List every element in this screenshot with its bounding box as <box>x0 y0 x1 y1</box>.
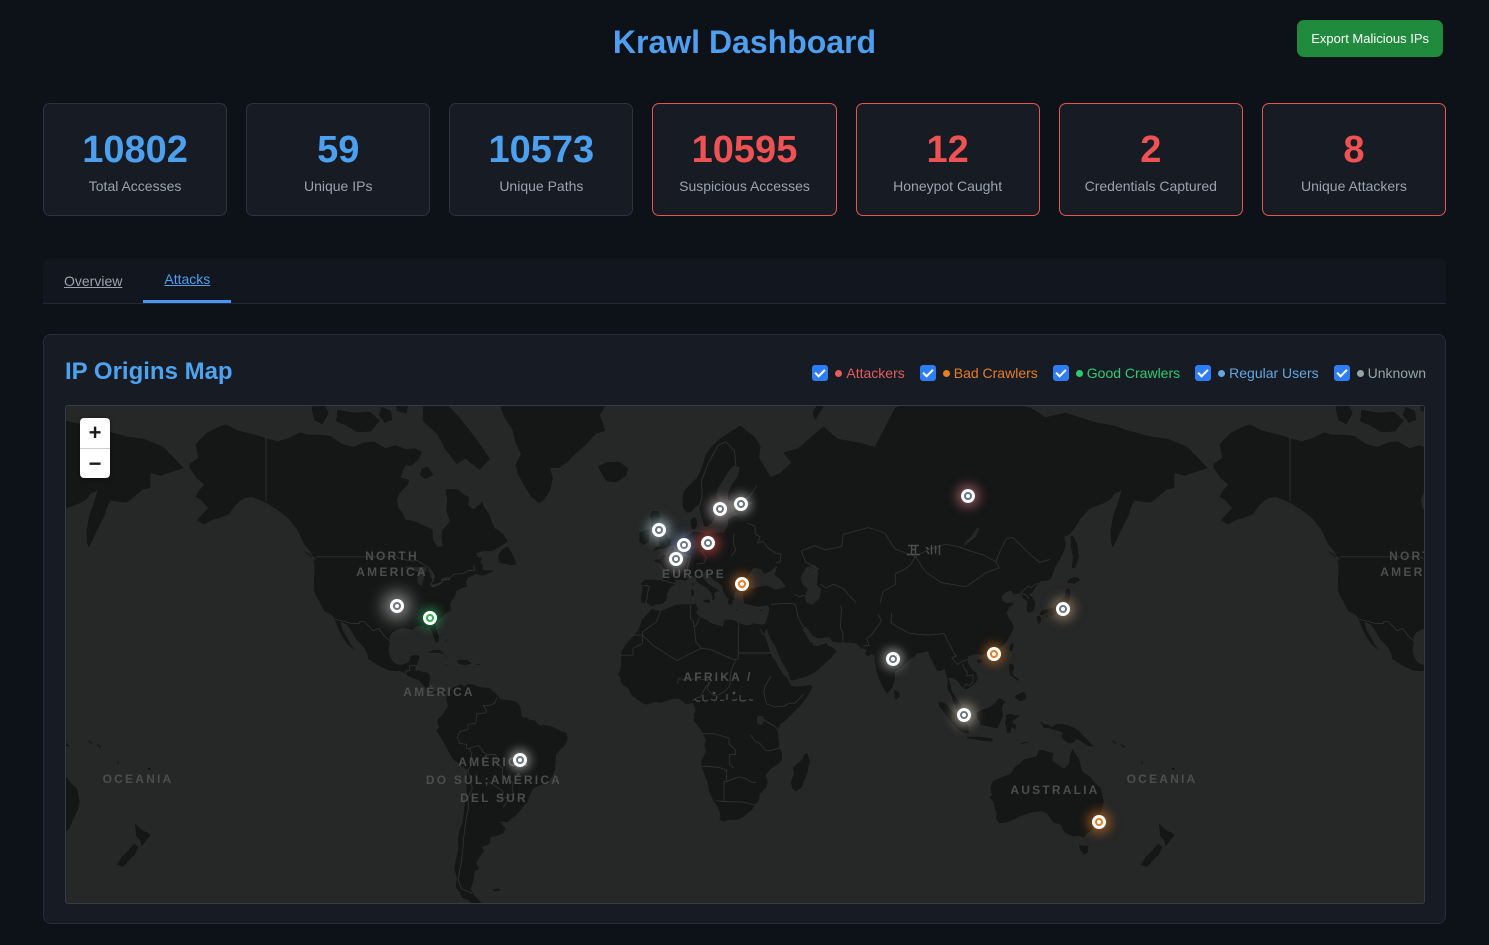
svg-text:AMÉRICA: AMÉRICA <box>403 684 474 699</box>
svg-text:OCEANIA: OCEANIA <box>1127 772 1198 786</box>
svg-text:NORTH: NORTH <box>365 549 419 563</box>
svg-text:AMERICA: AMERICA <box>356 565 427 579</box>
svg-text:AMÉRICA: AMÉRICA <box>458 754 529 769</box>
svg-text:OCEANIA: OCEANIA <box>103 772 174 786</box>
svg-text:DEL SUR: DEL SUR <box>460 791 528 805</box>
svg-text:AMERICA: AMERICA <box>1380 565 1424 579</box>
svg-text:DO SUL;AMÉRICA: DO SUL;AMÉRICA <box>426 772 562 787</box>
svg-text:NORTH: NORTH <box>1389 549 1424 563</box>
svg-text:AUSTRALIA: AUSTRALIA <box>1010 783 1099 797</box>
svg-text:EUROPE: EUROPE <box>662 567 726 581</box>
svg-text:AFRIKA /: AFRIKA / <box>683 670 752 684</box>
